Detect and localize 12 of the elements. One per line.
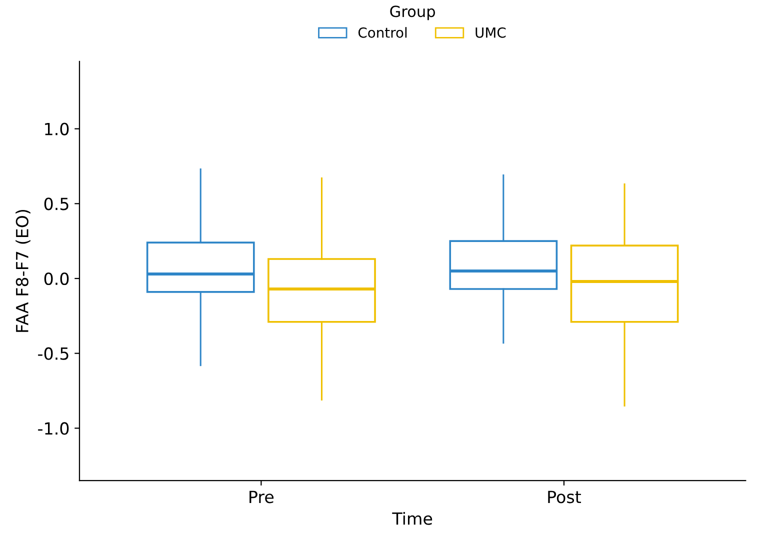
- legend-label: UMC: [476, 27, 506, 38]
- y-tick-label: 1.0: [45, 122, 69, 136]
- x-tick-label: Pre: [250, 490, 274, 504]
- legend-title: Group: [390, 6, 435, 20]
- y-tick-label: 0.5: [44, 198, 68, 210]
- legend-label: Control: [358, 27, 407, 38]
- x-axis-title: Time: [392, 512, 432, 525]
- y-tick-label: -0.5: [38, 347, 68, 360]
- y-tick-label: -1.0: [38, 422, 69, 435]
- x-tick-label: Post: [548, 490, 581, 504]
- y-tick-label: 0.0: [44, 272, 69, 286]
- y-axis-title: FAA F8-F7 (EO): [16, 210, 30, 332]
